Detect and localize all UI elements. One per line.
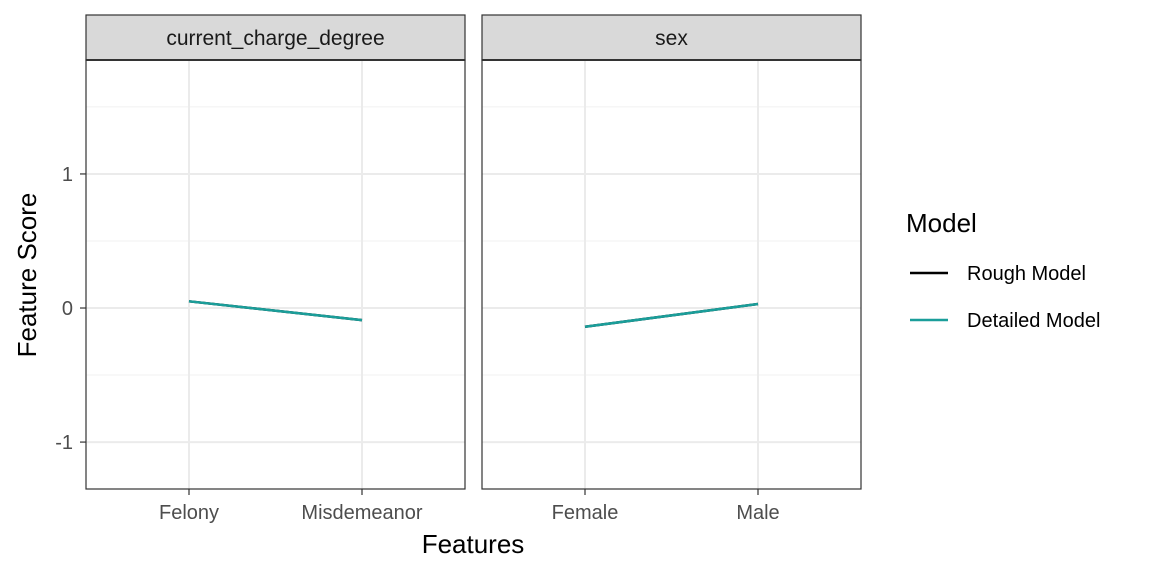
y-tick-label: 1 xyxy=(62,164,73,186)
legend-title: Model xyxy=(906,208,977,238)
facet-panels: current_charge_degree Felony Misdemeanor se… xyxy=(85,14,862,524)
legend-label: Rough Model xyxy=(967,263,1086,285)
facet-strip xyxy=(481,14,862,61)
facet-strip xyxy=(85,14,466,61)
panel-background xyxy=(86,60,465,489)
series-line-detailed-model xyxy=(188,300,363,322)
legend-item: Rough Model xyxy=(910,263,1086,285)
legend: Model Rough Model Detailed Model xyxy=(906,208,1100,332)
y-axis-title: Feature Score xyxy=(12,193,42,358)
y-tick-label: 0 xyxy=(62,298,73,320)
x-tick-label: Male xyxy=(736,502,779,524)
facet-panel: current_charge_degree Felony Misdemeanor xyxy=(85,14,466,524)
x-tick-label: Felony xyxy=(159,502,219,524)
series-line-detailed-model xyxy=(584,302,759,329)
facet-panel: sex Female Male xyxy=(481,14,862,524)
facet-strip-label: sex xyxy=(655,27,688,50)
facet-strip-label: current_charge_degree xyxy=(166,27,384,50)
x-tick-label: Misdemeanor xyxy=(301,502,423,524)
x-tick-label: Female xyxy=(552,502,619,524)
x-axis-title: Features xyxy=(422,529,525,559)
legend-label: Detailed Model xyxy=(967,310,1100,332)
legend-item: Detailed Model xyxy=(910,310,1100,332)
panel-background xyxy=(482,60,861,489)
y-axis: -1 0 1 xyxy=(55,164,86,454)
y-tick-label: -1 xyxy=(55,432,73,454)
